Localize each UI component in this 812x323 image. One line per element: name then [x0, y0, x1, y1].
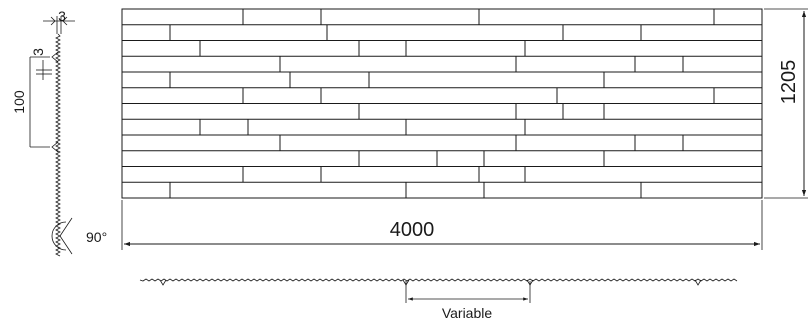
angle-arc [51, 221, 67, 251]
groove-depth-label: 3 [30, 48, 46, 56]
height-label: 1205 [778, 60, 800, 105]
angle-label: 90° [86, 229, 107, 245]
thickness-label: 3 [58, 8, 66, 24]
joint-spacing-label: Variable [442, 305, 493, 321]
width-dimension: 4000 [121, 200, 763, 250]
pitch-label: 100 [11, 90, 27, 114]
edge-profile-line [139, 278, 738, 286]
thickness-arrow-left [50, 16, 56, 26]
edge-profile: Variable [139, 278, 738, 321]
thickness-arrow-right [62, 16, 68, 26]
angle-notch [59, 217, 73, 255]
profile-section: 3 3 100 90° [11, 8, 107, 257]
panel-face [121, 8, 763, 199]
width-label: 4000 [390, 219, 435, 241]
profile-edge [51, 33, 61, 257]
height-dimension: 1205 [764, 8, 808, 199]
